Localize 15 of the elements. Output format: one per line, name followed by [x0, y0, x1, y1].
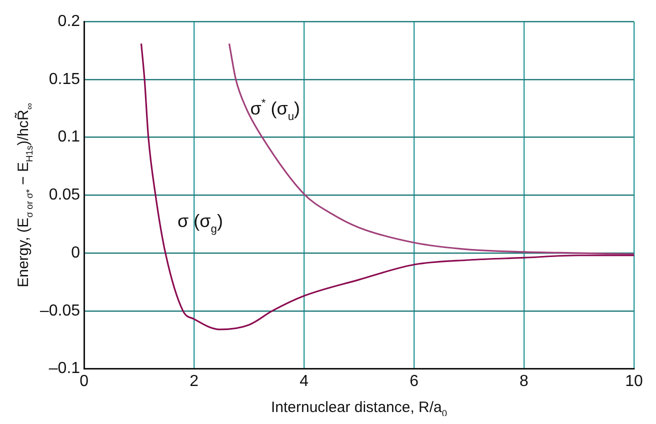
y-tick-label: 0.05	[48, 186, 80, 204]
y-tick-label: 0.2	[58, 13, 80, 30]
line-series	[140, 42, 634, 330]
x-tick-label: 6	[410, 372, 419, 390]
y-tick-label: –0.05	[40, 302, 80, 320]
y-tick-label: 0.15	[48, 70, 80, 88]
y-tick-label: 0	[71, 244, 80, 262]
x-tick-label: 2	[190, 372, 199, 390]
x-tick-label: 10	[625, 372, 643, 390]
y-axis-title: Energy, (Eσ or σ* − EH1s)/hcR̃∞	[14, 102, 34, 288]
x-tick-label: 8	[520, 372, 529, 390]
line-series	[228, 42, 634, 256]
y-tick-label: –0.1	[48, 360, 80, 378]
x-tick-label: 4	[300, 372, 309, 390]
y-tick-label: 0.1	[58, 128, 80, 146]
